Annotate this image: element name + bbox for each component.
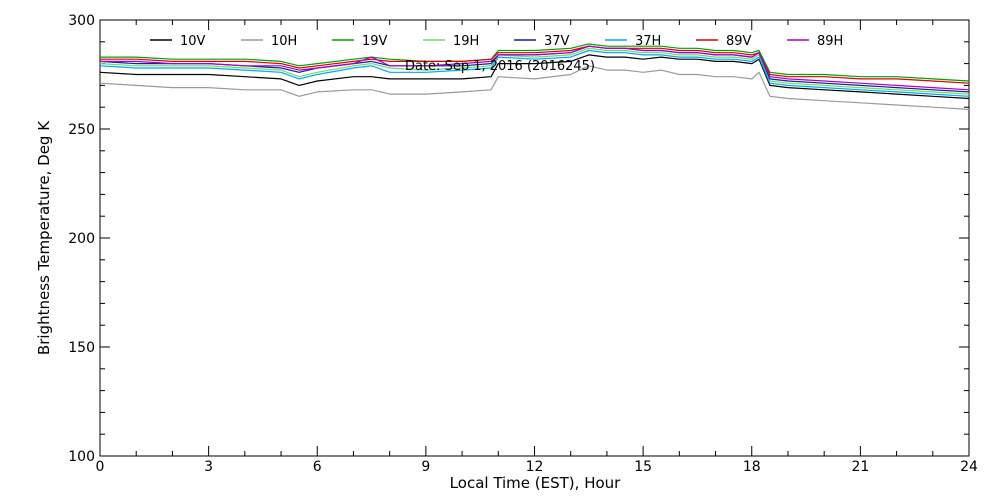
legend-label-89h: 89H <box>817 34 843 49</box>
x-tick-label: 24 <box>960 459 978 475</box>
axis-ticks: 0 3 6 9 12 15 18 21 24 100 150 200 250 300 <box>68 13 978 475</box>
x-tick-label: 18 <box>743 459 761 475</box>
y-tick-label: 100 <box>68 449 95 465</box>
x-tick-label: 9 <box>421 459 430 475</box>
plot-frame <box>99 19 970 457</box>
y-tick-label: 200 <box>68 231 95 247</box>
legend-label-37v: 37V <box>544 34 570 49</box>
series-line-10v <box>99 54 970 100</box>
series-line-19h <box>99 47 970 95</box>
series-lines <box>99 43 970 110</box>
series-line-37h <box>99 49 970 97</box>
series-line-10h <box>99 65 970 110</box>
legend: 10V 10H 19V 19H 37V 37H 89V 89H <box>150 34 843 49</box>
legend-label-19v: 19V <box>362 34 388 49</box>
x-tick-label: 3 <box>204 459 213 475</box>
x-tick-label: 6 <box>313 459 322 475</box>
x-tick-label: 15 <box>634 459 652 475</box>
x-tick-label: 0 <box>96 459 105 475</box>
y-tick-label: 300 <box>68 13 95 29</box>
legend-label-10v: 10V <box>180 34 206 49</box>
series-line-19v <box>100 43 970 82</box>
y-axis-label: Brightness Temperature, Deg K <box>35 120 53 355</box>
x-axis-label: Local Time (EST), Hour <box>450 474 621 492</box>
y-tick-label: 150 <box>68 340 95 356</box>
y-tick-label: 250 <box>68 122 95 138</box>
legend-label-37h: 37H <box>635 34 661 49</box>
x-tick-label: 21 <box>851 459 869 475</box>
legend-label-10h: 10H <box>271 34 297 49</box>
x-tick-label: 12 <box>526 459 544 475</box>
legend-label-19h: 19H <box>453 34 479 49</box>
legend-label-89v: 89V <box>726 34 752 49</box>
series-line-89h <box>100 45 970 91</box>
date-annotation: Date: Sep 1, 2016 (2016245) <box>405 59 595 74</box>
